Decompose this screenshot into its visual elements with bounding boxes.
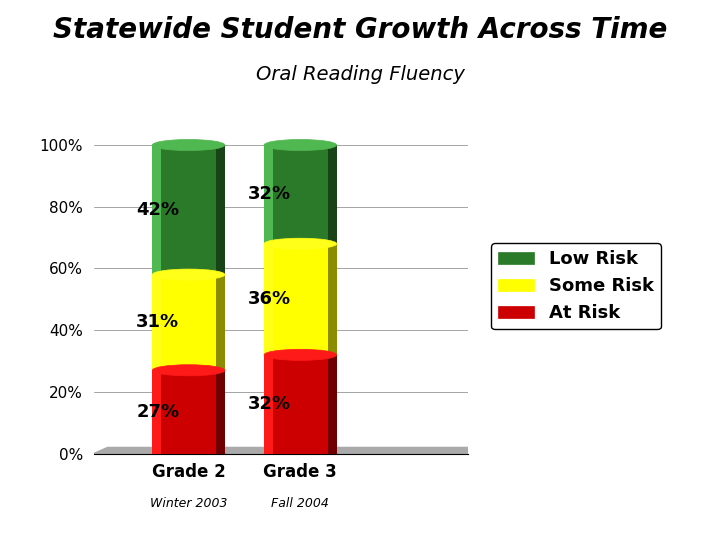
Text: 42%: 42% (136, 201, 179, 219)
Bar (264, 244, 337, 355)
Text: 31%: 31% (136, 313, 179, 332)
Ellipse shape (264, 349, 337, 360)
Bar (264, 355, 337, 454)
Text: Oral Reading Fluency: Oral Reading Fluency (256, 65, 464, 84)
Ellipse shape (264, 238, 337, 249)
Text: 27%: 27% (136, 403, 179, 421)
Bar (264, 244, 273, 355)
Bar (152, 275, 161, 370)
Ellipse shape (152, 364, 225, 376)
Text: Statewide Student Growth Across Time: Statewide Student Growth Across Time (53, 16, 667, 44)
Bar (264, 355, 273, 454)
Bar (264, 145, 273, 244)
Bar (152, 370, 161, 454)
Bar (152, 145, 161, 275)
Bar (152, 275, 225, 370)
Bar (328, 244, 337, 355)
Bar (216, 370, 225, 454)
Text: 36%: 36% (248, 291, 291, 308)
Text: 32%: 32% (248, 395, 291, 413)
Text: Winter 2003: Winter 2003 (150, 497, 228, 510)
Text: 32%: 32% (248, 185, 291, 204)
Ellipse shape (152, 139, 225, 151)
Bar (152, 370, 225, 454)
Bar (328, 145, 337, 244)
Polygon shape (94, 448, 482, 454)
Text: Fall 2004: Fall 2004 (271, 497, 329, 510)
Bar (328, 355, 337, 454)
Ellipse shape (264, 139, 337, 151)
Bar (216, 275, 225, 370)
Ellipse shape (152, 269, 225, 280)
Bar (152, 145, 225, 275)
Ellipse shape (264, 448, 337, 459)
Bar (264, 145, 337, 244)
Legend: Low Risk, Some Risk, At Risk: Low Risk, Some Risk, At Risk (491, 243, 661, 329)
Bar (216, 145, 225, 275)
Ellipse shape (152, 448, 225, 459)
